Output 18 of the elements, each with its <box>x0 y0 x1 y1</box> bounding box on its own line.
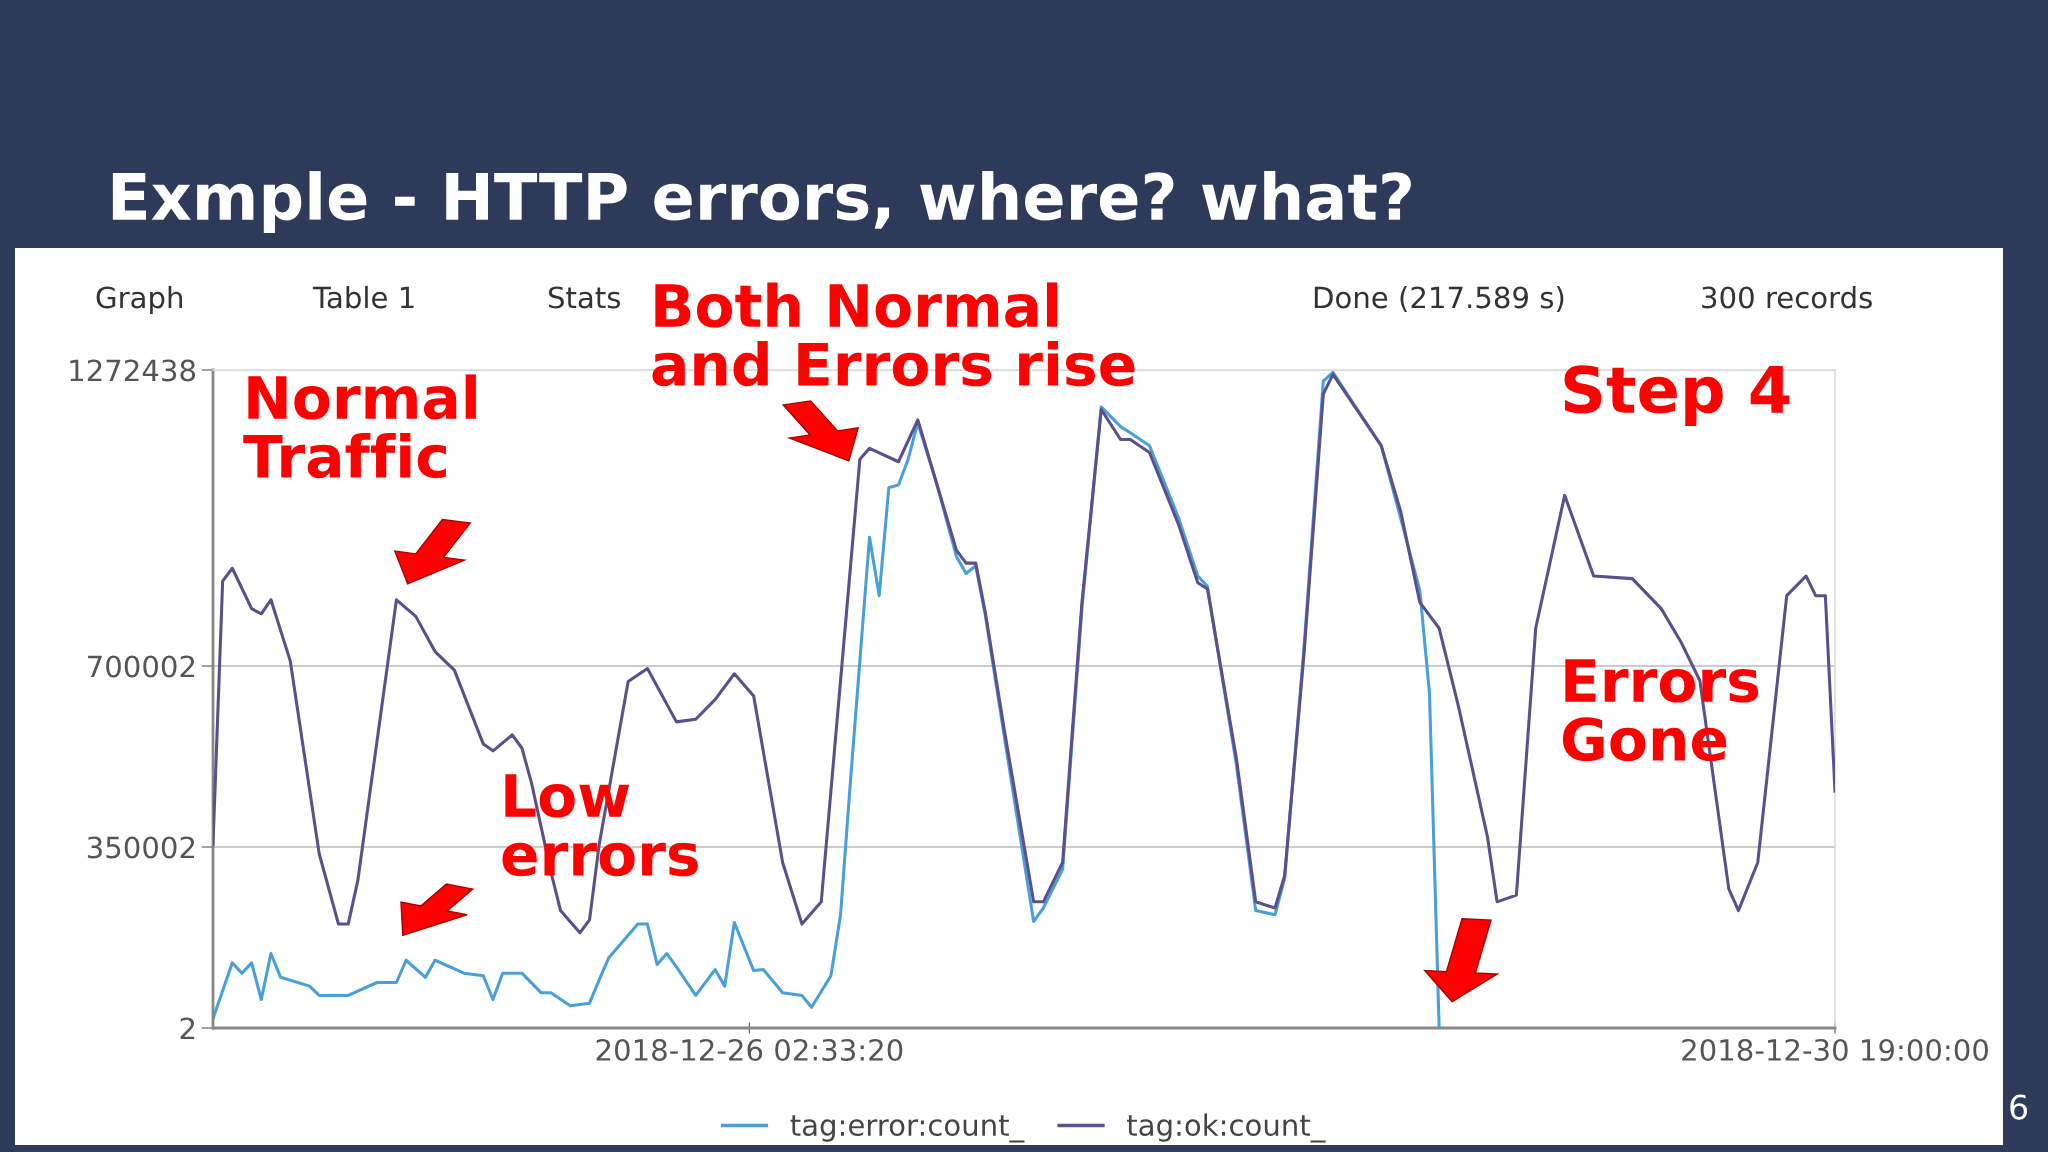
y-tick-label: 700002 <box>88 655 195 678</box>
text: 6 <box>2010 1094 2028 1120</box>
annotation: Step 4 <box>1564 365 1790 426</box>
text: Done (217.589 s) <box>1314 285 1564 312</box>
legend-label: tag:error:count_ <box>790 1115 1025 1143</box>
y-tick-label: 1272438 <box>70 359 196 382</box>
legend-label: tag:ok:count_ <box>1127 1113 1326 1143</box>
y-tick-label: 350002 <box>87 836 195 859</box>
text: 300 records <box>1702 285 1872 309</box>
annotation: Normal Traffic <box>243 374 476 479</box>
caption: Table 1 <box>312 285 414 309</box>
annotation: Both Normal and Errors rise <box>652 282 1135 387</box>
text: Graph <box>96 285 182 315</box>
y-tick-label: 2 <box>180 1017 195 1040</box>
chart-title: Exmple - HTTP errors, where? what? <box>112 171 1411 233</box>
x-tick-label: 2018-12-30 19:00:00 <box>1682 1038 1988 1061</box>
text: Stats <box>548 286 621 309</box>
x-tick-label: 2018-12-26 02:33:20 <box>596 1038 903 1061</box>
